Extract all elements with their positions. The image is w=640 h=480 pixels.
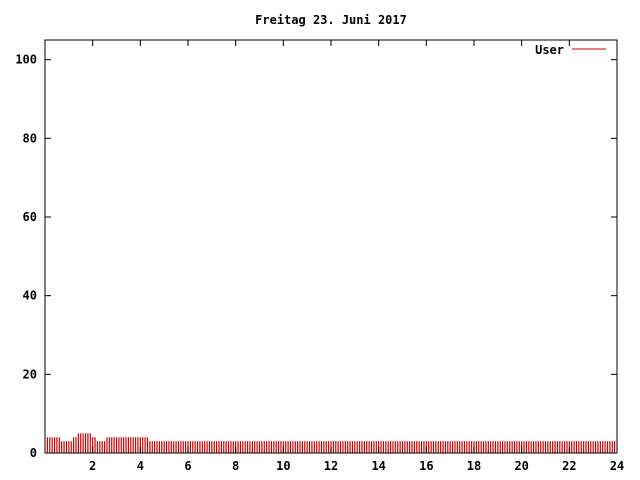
- x-tick-label: 14: [371, 459, 385, 473]
- y-tick-label: 20: [23, 367, 37, 381]
- x-tick-label: 24: [610, 459, 624, 473]
- x-tick-label: 8: [232, 459, 239, 473]
- x-tick-label: 10: [276, 459, 290, 473]
- x-tick-label: 6: [184, 459, 191, 473]
- y-axis: 0 20 40 60 80 100: [15, 53, 617, 460]
- y-tick-label: 80: [23, 131, 37, 145]
- x-tick-label: 4: [137, 459, 144, 473]
- x-tick-label: 16: [419, 459, 433, 473]
- y-tick-label: 60: [23, 210, 37, 224]
- legend-label-user: User: [535, 43, 564, 57]
- x-tick-label: 22: [562, 459, 576, 473]
- legend: User: [535, 43, 606, 57]
- x-tick-label: 18: [467, 459, 481, 473]
- x-tick-label: 20: [514, 459, 528, 473]
- plot-frame: [44, 39, 618, 454]
- x-tick-label: 2: [89, 459, 96, 473]
- y-tick-label: 0: [30, 446, 37, 460]
- y-tick-label: 100: [15, 53, 37, 67]
- chart-title: Freitag 23. Juni 2017: [255, 13, 407, 27]
- y-tick-label: 40: [23, 289, 37, 303]
- x-axis: 2 4 6 8 10 12 14 16 18 20 22 24: [89, 40, 624, 473]
- x-tick-label: 12: [324, 459, 338, 473]
